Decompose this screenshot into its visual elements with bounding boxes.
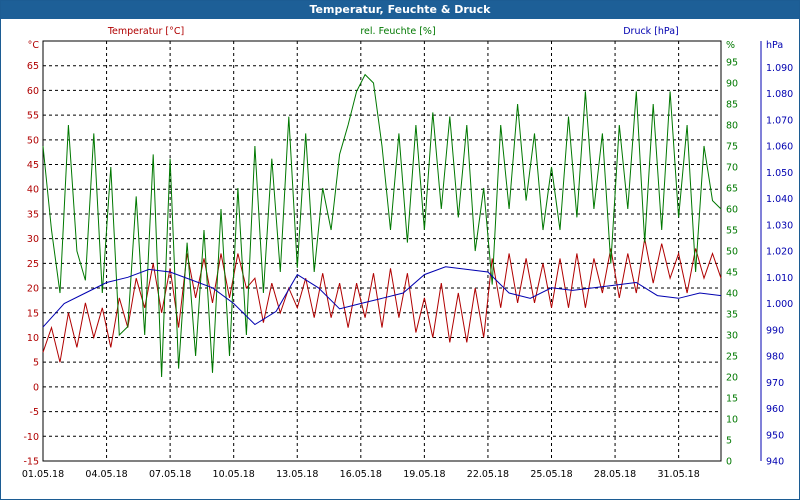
humidity-tick-label: 10 [726,415,738,426]
humidity-tick-label: 25 [726,352,738,363]
pressure-tick-label: 1.080 [766,89,793,100]
humidity-tick-label: 30 [726,331,738,342]
x-tick-label: 19.05.18 [403,469,445,480]
humidity-tick-label: 60 [726,205,738,216]
pressure-tick-label: 1.020 [766,247,793,258]
series-line-humidity [42,73,722,378]
humidity-tick-label: 20 [726,373,738,384]
humidity-tick-label: 70 [726,163,738,174]
pressure-tick-label: 1.070 [766,115,793,126]
temperature-tick-label: 45 [27,160,39,171]
pressure-tick-label: 1.010 [766,273,793,284]
humidity-tick-label: 65 [726,184,738,195]
pressure-tick-label: 990 [766,325,784,336]
humidity-tick-label: 40 [726,289,738,300]
pressure-tick-label: 1.060 [766,142,793,153]
legend-pressure: Druck [hPa] [623,26,679,37]
temperature-unit-label: °C [28,40,40,51]
temperature-tick-label: 30 [27,234,39,245]
temperature-tick-label: 20 [27,284,39,295]
humidity-tick-label: 85 [726,100,738,111]
pressure-tick-label: 960 [766,404,784,415]
humidity-tick-label: 15 [726,394,738,405]
humidity-tick-label: 35 [726,310,738,321]
pressure-unit-label: hPa [766,40,783,51]
plot-area [42,40,722,462]
temperature-tick-label: 15 [27,308,39,319]
x-tick-label: 28.05.18 [594,469,636,480]
temperature-tick-label: 50 [27,135,39,146]
temperature-tick-label: -10 [23,432,39,443]
humidity-tick-label: 75 [726,142,738,153]
temperature-tick-label: 0 [33,382,39,393]
pressure-tick-label: 1.090 [766,63,793,74]
temperature-tick-label: 5 [33,358,39,369]
pressure-tick-label: 980 [766,352,784,363]
x-tick-label: 16.05.18 [340,469,382,480]
window-title: Temperatur, Feuchte & Druck [1,1,799,19]
humidity-tick-label: 80 [726,121,738,132]
x-tick-label: 01.05.18 [22,469,64,480]
x-tick-label: 07.05.18 [149,469,191,480]
legend-humidity: rel. Feuchte [%] [360,26,435,37]
humidity-tick-label: 0 [726,457,732,468]
humidity-tick-label: 5 [726,436,732,447]
humidity-unit-label: % [726,40,735,51]
humidity-tick-label: 55 [726,226,738,237]
legend-temperature: Temperatur [°C] [107,26,184,37]
pressure-tick-label: 950 [766,430,784,441]
temperature-tick-label: 10 [27,333,39,344]
pressure-tick-label: 970 [766,378,784,389]
pressure-tick-label: 1.030 [766,220,793,231]
pressure-tick-label: 940 [766,457,784,468]
humidity-tick-label: 45 [726,268,738,279]
pressure-tick-label: 1.040 [766,194,793,205]
temperature-tick-label: 65 [27,61,39,72]
series-line-temperature [42,238,722,363]
x-tick-label: 31.05.18 [657,469,699,480]
temperature-tick-label: -15 [23,457,39,468]
series-line-pressure [42,266,722,328]
x-tick-label: 10.05.18 [213,469,255,480]
pressure-tick-label: 1.050 [766,168,793,179]
x-tick-label: 25.05.18 [530,469,572,480]
temperature-tick-label: -5 [30,407,39,418]
humidity-tick-label: 50 [726,247,738,258]
temperature-tick-label: 35 [27,209,39,220]
x-tick-label: 04.05.18 [85,469,127,480]
x-tick-label: 22.05.18 [467,469,509,480]
temperature-tick-label: 55 [27,111,39,122]
pressure-tick-label: 1.000 [766,299,793,310]
humidity-tick-label: 95 [726,58,738,69]
temperature-tick-label: 40 [27,185,39,196]
temperature-tick-label: 60 [27,86,39,97]
humidity-tick-label: 90 [726,79,738,90]
x-tick-label: 13.05.18 [276,469,318,480]
temperature-tick-label: 25 [27,259,39,270]
